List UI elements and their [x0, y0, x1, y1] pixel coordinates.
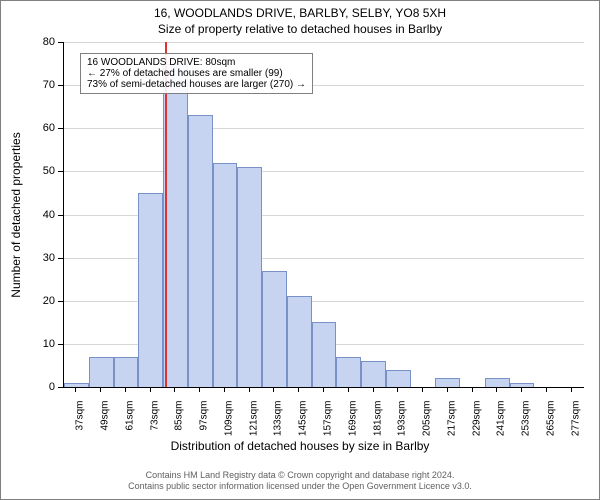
ytick-label: 20	[0, 295, 55, 307]
legend-line: ← 27% of detached houses are smaller (99…	[87, 68, 306, 79]
xtick-label: 37sqm	[75, 401, 86, 431]
xtick-label: 265sqm	[545, 401, 556, 437]
xtick-mark	[298, 387, 299, 392]
ytick-label: 0	[0, 381, 55, 393]
ytick-label: 60	[0, 122, 55, 134]
xtick-label: 277sqm	[570, 401, 581, 437]
histogram-bar	[386, 370, 411, 387]
xtick-label: 73sqm	[149, 401, 160, 431]
xtick-mark	[546, 387, 547, 392]
histogram-bar	[237, 167, 262, 387]
histogram-bar	[138, 193, 163, 387]
xtick-mark	[571, 387, 572, 392]
xtick-mark	[373, 387, 374, 392]
xtick-label: 133sqm	[273, 401, 284, 437]
histogram-bar	[361, 361, 386, 387]
xtick-mark	[447, 387, 448, 392]
xtick-mark	[422, 387, 423, 392]
xtick-mark	[521, 387, 522, 392]
xtick-mark	[323, 387, 324, 392]
ytick-label: 50	[0, 165, 55, 177]
xtick-mark	[348, 387, 349, 392]
legend-box: 16 WOODLANDS DRIVE: 80sqm← 27% of detach…	[80, 53, 313, 94]
histogram-bar	[312, 322, 337, 387]
xtick-label: 253sqm	[521, 401, 532, 437]
x-axis-label: Distribution of detached houses by size …	[0, 439, 600, 453]
ytick-mark	[58, 301, 63, 302]
histogram-bar	[89, 357, 114, 387]
gridline	[64, 171, 584, 172]
ytick-mark	[58, 171, 63, 172]
ytick-mark	[58, 344, 63, 345]
xtick-label: 205sqm	[422, 401, 433, 437]
xtick-label: 49sqm	[100, 401, 111, 431]
xtick-label: 241sqm	[496, 401, 507, 437]
footer-line: Contains HM Land Registry data © Crown c…	[0, 470, 600, 481]
xtick-mark	[224, 387, 225, 392]
histogram-bar	[114, 357, 139, 387]
xtick-mark	[100, 387, 101, 392]
xtick-label: 217sqm	[446, 401, 457, 437]
xtick-mark	[472, 387, 473, 392]
ytick-label: 40	[0, 209, 55, 221]
xtick-label: 121sqm	[248, 401, 259, 437]
histogram-bar	[213, 163, 238, 387]
ytick-label: 30	[0, 252, 55, 264]
ytick-label: 10	[0, 338, 55, 350]
histogram-bar	[435, 378, 460, 387]
xtick-mark	[199, 387, 200, 392]
ytick-mark	[58, 42, 63, 43]
legend-line: 16 WOODLANDS DRIVE: 80sqm	[87, 57, 306, 68]
xtick-mark	[397, 387, 398, 392]
xtick-label: 109sqm	[223, 401, 234, 437]
xtick-label: 61sqm	[124, 401, 135, 431]
footer-line: Contains public sector information licen…	[0, 481, 600, 492]
xtick-label: 145sqm	[298, 401, 309, 437]
xtick-label: 169sqm	[347, 401, 358, 437]
xtick-mark	[249, 387, 250, 392]
xtick-mark	[125, 387, 126, 392]
xtick-mark	[496, 387, 497, 392]
legend-line: 73% of semi-detached houses are larger (…	[87, 79, 306, 90]
histogram-bar	[336, 357, 361, 387]
histogram-bar	[262, 271, 287, 387]
histogram-bar	[188, 115, 213, 387]
xtick-label: 157sqm	[323, 401, 334, 437]
xtick-label: 229sqm	[471, 401, 482, 437]
histogram-bar	[485, 378, 510, 387]
xtick-mark	[174, 387, 175, 392]
ytick-mark	[58, 258, 63, 259]
title-line-2: Size of property relative to detached ho…	[0, 22, 600, 36]
ytick-label: 80	[0, 36, 55, 48]
xtick-label: 97sqm	[199, 401, 210, 431]
ytick-label: 70	[0, 79, 55, 91]
xtick-label: 85sqm	[174, 401, 185, 431]
ytick-mark	[58, 387, 63, 388]
ytick-mark	[58, 85, 63, 86]
histogram-bar	[64, 383, 89, 387]
ytick-mark	[58, 215, 63, 216]
title-line-1: 16, WOODLANDS DRIVE, BARLBY, SELBY, YO8 …	[0, 6, 600, 20]
xtick-mark	[75, 387, 76, 392]
chart-container: 16, WOODLANDS DRIVE, BARLBY, SELBY, YO8 …	[0, 0, 600, 500]
xtick-mark	[273, 387, 274, 392]
xtick-label: 181sqm	[372, 401, 383, 437]
gridline	[64, 42, 584, 43]
gridline	[64, 128, 584, 129]
xtick-mark	[150, 387, 151, 392]
xtick-label: 193sqm	[397, 401, 408, 437]
footer-attribution: Contains HM Land Registry data © Crown c…	[0, 470, 600, 493]
ytick-mark	[58, 128, 63, 129]
histogram-bar	[287, 296, 312, 387]
